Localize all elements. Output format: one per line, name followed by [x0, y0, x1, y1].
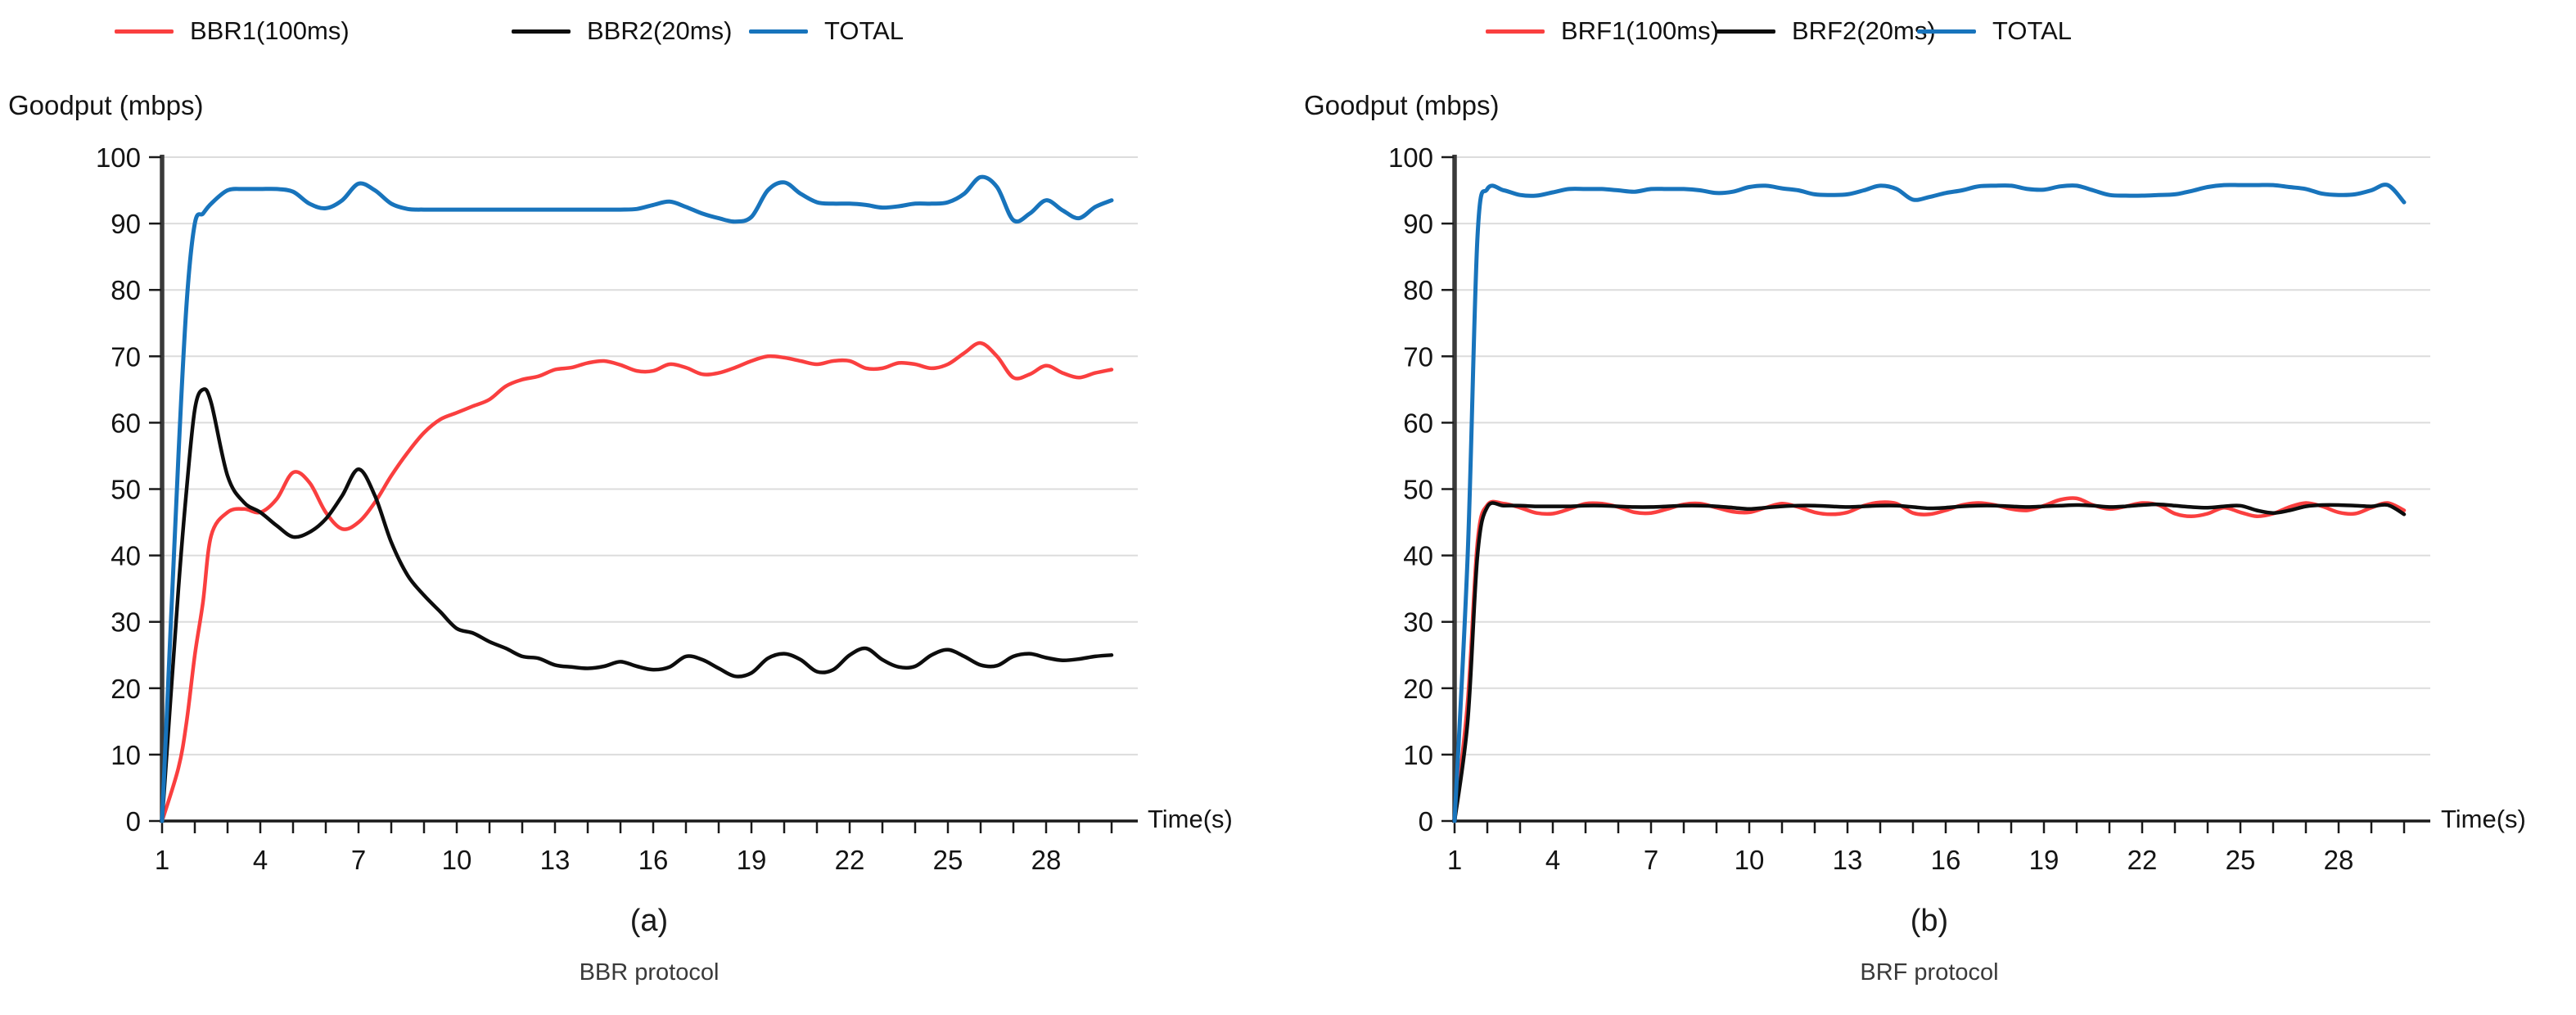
- y-tick-label: 10: [1403, 740, 1433, 770]
- y-tick-label: 30: [1403, 607, 1433, 638]
- x-tick-label: 16: [1931, 845, 1961, 875]
- x-tick-label: 25: [2226, 845, 2256, 875]
- legend-swatch-blue-line: [1917, 29, 1976, 34]
- y-tick-label: 0: [126, 806, 141, 837]
- x-axis-title-right: Time(s): [2441, 805, 2526, 833]
- x-tick-label: 4: [253, 845, 268, 875]
- legend-item-bbr2: BBR2(20ms): [512, 13, 732, 49]
- series-line-bbr1-100ms: [160, 341, 1114, 823]
- x-tick-label: 1: [1447, 845, 1462, 875]
- legend-label: TOTAL: [824, 16, 905, 45]
- y-tick-label: 50: [1403, 475, 1433, 505]
- caption-a: (a): [629, 904, 669, 938]
- legend-label: BRF1(100ms): [1561, 16, 1719, 45]
- y-tick-label: 40: [111, 541, 141, 571]
- x-tick-label: 1: [155, 845, 169, 875]
- y-tick-label: 30: [111, 607, 141, 638]
- legend-item-total-b: TOTAL: [1917, 13, 2072, 49]
- y-tick-label: 10: [111, 740, 141, 770]
- caption-b: (b): [1910, 904, 1949, 938]
- x-tick-label: 25: [933, 845, 963, 875]
- legend-swatch-black-line: [1717, 29, 1775, 34]
- series-line-total: [160, 174, 1114, 823]
- legend-item-bbr1: BBR1(100ms): [115, 13, 350, 49]
- y-tick-label: 60: [111, 408, 141, 438]
- x-tick-label: 19: [2029, 845, 2059, 875]
- x-tick-label: 13: [540, 845, 571, 875]
- x-tick-label: 22: [835, 845, 865, 875]
- y-tick-label: 60: [1403, 408, 1433, 438]
- caption-a-subtitle: BBR protocol: [579, 959, 720, 986]
- y-tick-label: 50: [111, 475, 141, 505]
- x-tick-label: 13: [1833, 845, 1863, 875]
- y-tick-label: 40: [1403, 541, 1433, 571]
- x-tick-label: 22: [2127, 845, 2158, 875]
- series-line-total: [1452, 183, 2407, 823]
- series-line-brf2-20ms: [1452, 501, 2407, 823]
- x-tick-label: 28: [2324, 845, 2354, 875]
- y-tick-label: 90: [1403, 209, 1433, 239]
- legend-swatch-red-line: [115, 29, 174, 34]
- y-tick-label: 20: [111, 674, 141, 704]
- legend-item-total-a: TOTAL: [749, 13, 904, 49]
- y-tick-label: 100: [1388, 142, 1433, 173]
- legend-item-brf2: BRF2(20ms): [1717, 13, 1936, 49]
- legend-label: BBR1(100ms): [190, 16, 350, 45]
- x-tick-label: 28: [1031, 845, 1062, 875]
- x-tick-label: 4: [1545, 845, 1560, 875]
- x-axis-title-left: Time(s): [1148, 805, 1233, 833]
- caption-b-subtitle: BRF protocol: [1860, 959, 1999, 986]
- series-line-bbr2-20ms: [160, 387, 1114, 823]
- x-tick-label: 7: [351, 845, 366, 875]
- legend-label: BRF2(20ms): [1792, 16, 1936, 45]
- y-tick-label: 0: [1419, 806, 1433, 837]
- y-axis-title-left: Goodput (mbps): [8, 90, 204, 120]
- legend-label: TOTAL: [1992, 16, 2073, 45]
- x-tick-label: 10: [442, 845, 472, 875]
- x-tick-label: 19: [737, 845, 767, 875]
- x-tick-label: 7: [1644, 845, 1658, 875]
- y-tick-label: 70: [1403, 341, 1433, 372]
- x-tick-label: 10: [1735, 845, 1765, 875]
- legend-swatch-blue-line: [749, 29, 808, 34]
- legend-item-brf1: BRF1(100ms): [1486, 13, 1719, 49]
- legend-swatch-red-line: [1486, 29, 1545, 34]
- x-tick-label: 16: [638, 845, 669, 875]
- y-tick-label: 20: [1403, 674, 1433, 704]
- y-tick-label: 80: [111, 275, 141, 305]
- legend-swatch-black-line: [512, 29, 571, 34]
- y-tick-label: 70: [111, 341, 141, 372]
- series-line-brf1-100ms: [1452, 496, 2407, 823]
- y-tick-label: 90: [111, 209, 141, 239]
- y-tick-label: 100: [96, 142, 141, 173]
- y-tick-label: 80: [1403, 275, 1433, 305]
- legend-label: BBR2(20ms): [587, 16, 733, 45]
- y-axis-title-right: Goodput (mbps): [1304, 90, 1500, 120]
